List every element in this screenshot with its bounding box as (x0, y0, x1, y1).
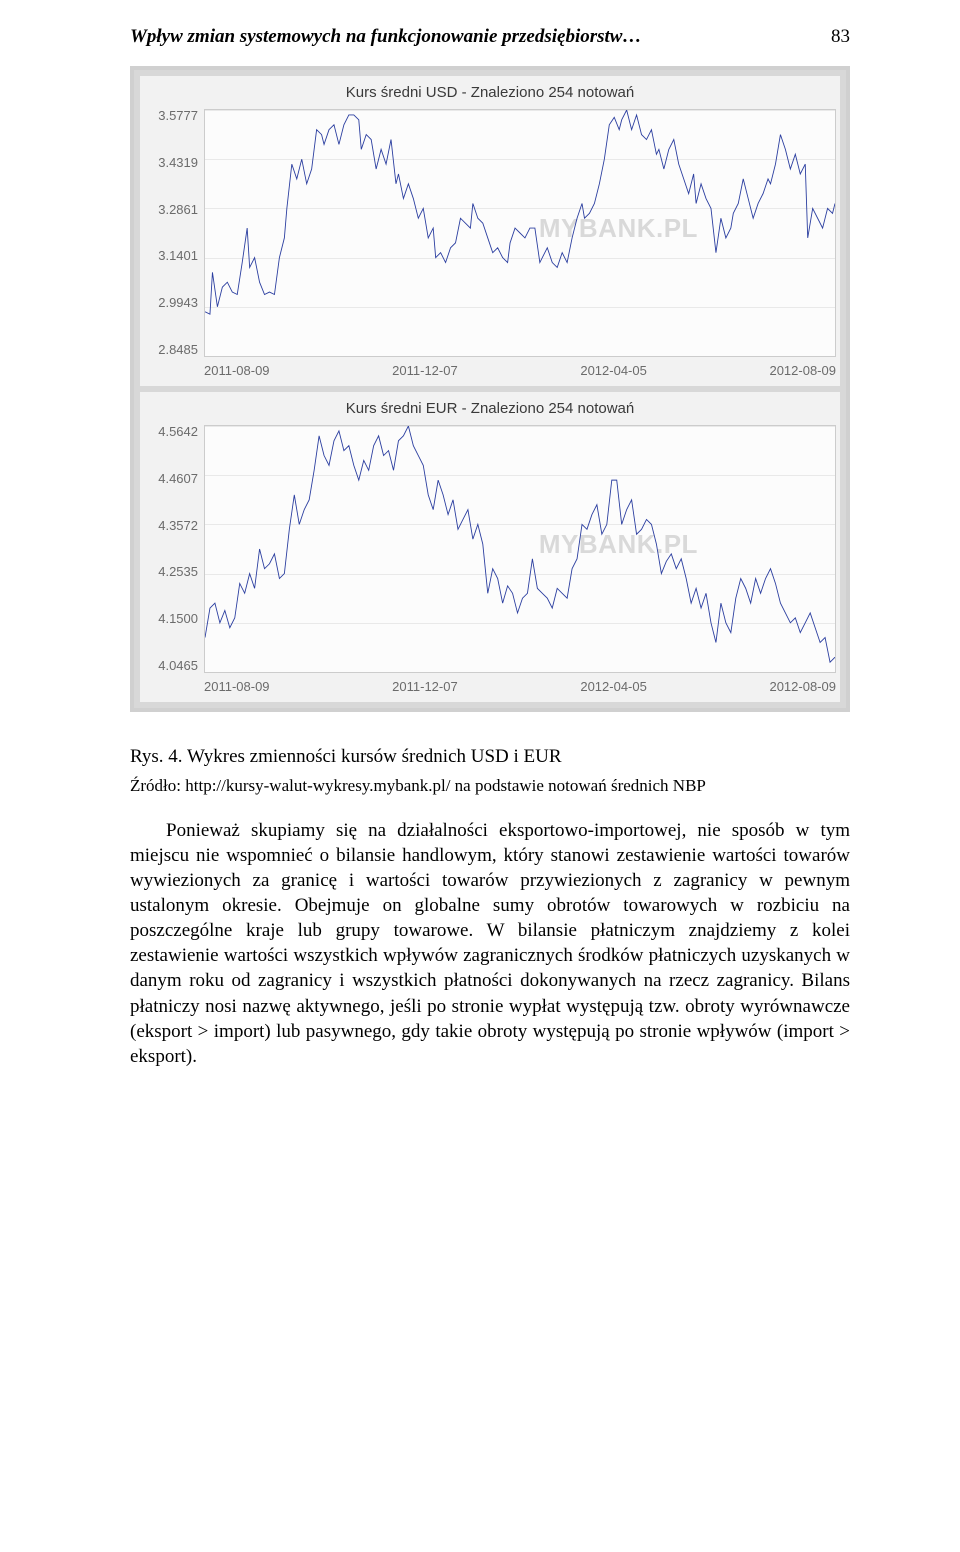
header-title: Wpływ zmian systemowych na funkcjonowani… (130, 26, 641, 48)
chart-eur-yaxis: 4.5642 4.4607 4.3572 4.2535 4.1500 4.046… (144, 425, 204, 673)
chart-usd: Kurs średni USD - Znaleziono 254 notowań… (140, 76, 840, 386)
page-number: 83 (831, 26, 850, 48)
xtick: 2011-08-09 (204, 679, 270, 694)
ytick: 4.0465 (144, 659, 198, 673)
xtick: 2012-04-05 (580, 679, 647, 694)
ytick: 2.9943 (144, 296, 198, 310)
body-paragraph: Ponieważ skupiamy się na działalności ek… (130, 818, 850, 1069)
ytick: 4.4607 (144, 472, 198, 486)
ytick: 4.1500 (144, 612, 198, 626)
figure-caption: Rys. 4. Wykres zmienności kursów średnic… (130, 746, 850, 768)
chart-usd-plot: MYBANK.PL (204, 109, 836, 357)
ytick: 2.8485 (144, 343, 198, 357)
chart-eur-line (205, 426, 835, 672)
ytick: 4.3572 (144, 519, 198, 533)
ytick: 3.2861 (144, 203, 198, 217)
chart-eur-plot: MYBANK.PL (204, 425, 836, 673)
chart-eur: Kurs średni EUR - Znaleziono 254 notowań… (140, 392, 840, 702)
ytick: 4.5642 (144, 425, 198, 439)
xtick: 2012-08-09 (769, 363, 836, 378)
charts-container: Kurs średni USD - Znaleziono 254 notowań… (130, 66, 850, 712)
chart-usd-line (205, 110, 835, 356)
chart-eur-xaxis: 2011-08-09 2011-12-07 2012-04-05 2012-08… (144, 673, 836, 702)
xtick: 2011-12-07 (392, 679, 458, 694)
ytick: 4.2535 (144, 565, 198, 579)
xtick: 2012-04-05 (580, 363, 647, 378)
xtick: 2012-08-09 (769, 679, 836, 694)
chart-usd-yaxis: 3.5777 3.4319 3.2861 3.1401 2.9943 2.848… (144, 109, 204, 357)
running-header: Wpływ zmian systemowych na funkcjonowani… (130, 26, 850, 48)
xtick: 2011-12-07 (392, 363, 458, 378)
figure-source: Źródło: http://kursy-walut-wykresy.myban… (130, 776, 850, 796)
ytick: 3.4319 (144, 156, 198, 170)
chart-usd-xaxis: 2011-08-09 2011-12-07 2012-04-05 2012-08… (144, 357, 836, 386)
ytick: 3.1401 (144, 249, 198, 263)
chart-eur-title: Kurs średni EUR - Znaleziono 254 notowań (144, 396, 836, 425)
chart-usd-title: Kurs średni USD - Znaleziono 254 notowań (144, 80, 836, 109)
ytick: 3.5777 (144, 109, 198, 123)
xtick: 2011-08-09 (204, 363, 270, 378)
